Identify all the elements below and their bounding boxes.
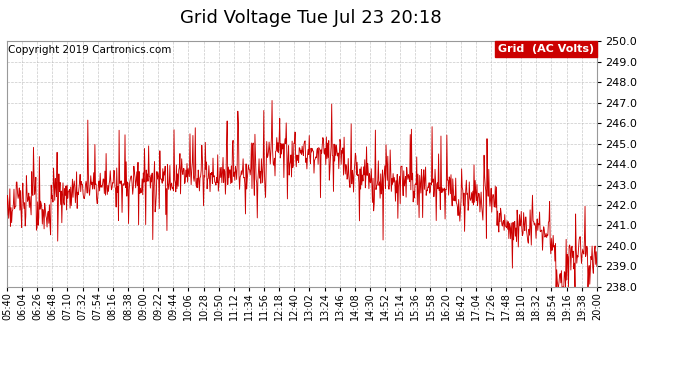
Text: Grid Voltage Tue Jul 23 20:18: Grid Voltage Tue Jul 23 20:18	[179, 9, 442, 27]
Text: Grid  (AC Volts): Grid (AC Volts)	[498, 44, 594, 54]
Text: Copyright 2019 Cartronics.com: Copyright 2019 Cartronics.com	[8, 45, 171, 55]
